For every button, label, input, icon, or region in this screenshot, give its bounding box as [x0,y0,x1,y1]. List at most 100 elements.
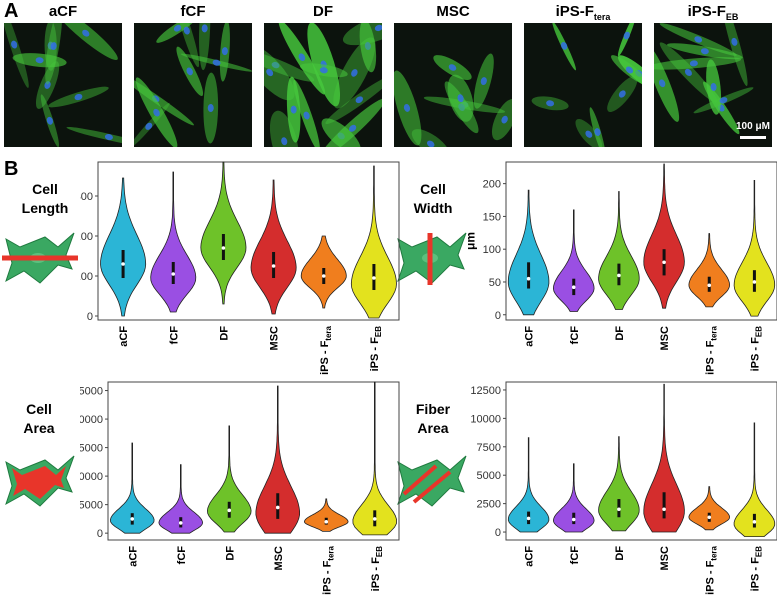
median-point [372,517,377,521]
nucleus [501,115,508,124]
violin-fCF [158,464,204,534]
image-label-df: DF [313,3,333,20]
cell-body [203,72,219,144]
scale-bar-label: 100 μM [736,121,770,132]
violin-aCF [100,177,147,317]
image-label-ips-f-tera: iPS-Ftera [555,3,611,22]
nucleus [44,81,51,89]
x-tick-label: iPS - FEB [749,546,763,592]
plot-frame [505,381,777,541]
y-tick-label: 0 [87,311,93,323]
plot-frame [505,161,777,321]
nucleus [11,40,18,49]
chart-cell-width: 0 50 100 150 200 μm aCF fCF DF MSC iPS - Ftera iPS … [466,161,777,375]
y-tick-label: 5000 [477,470,501,482]
y-tick-label: 100 [80,271,93,283]
nucleus [403,103,411,112]
cell-body [325,75,382,125]
metric-title-cell-area: Cell Area [23,401,55,436]
median-point [617,507,621,512]
x-tick-label: aCF [127,546,139,567]
violin-aCF [507,189,550,316]
nucleus [546,100,555,107]
cell-body [156,23,199,43]
nucleus [207,104,214,113]
nucleus [221,47,228,56]
nucleus [694,36,703,43]
median-point [275,505,280,510]
x-tick-label: iPS - Ftera [704,325,718,374]
y-tick-label: 0 [97,528,103,540]
x-tick-label: iPS - Ftera [321,545,335,594]
scale-bar [740,136,766,139]
y-tick-label: 20000 [80,414,103,426]
median-point [221,246,226,250]
nucleus [457,94,464,103]
nucleus [623,31,630,40]
x-tick-label: MSC [273,546,285,571]
image-label-acf: aCF [48,3,78,20]
nucleus [186,67,193,76]
cell-body [552,23,576,71]
violin-DF [598,191,640,310]
cell-body [721,23,748,87]
nucleus [303,111,310,120]
x-tick-label: DF [614,546,626,561]
nucleus [298,53,306,61]
violin-MSC [250,179,297,315]
y-tick-label: 5000 [80,500,103,512]
median-point [752,520,757,524]
nucleus [351,69,358,77]
median-point [178,521,183,525]
cell-body [473,53,494,109]
cell-body [278,23,326,95]
nucleus [560,42,568,50]
cell-body [611,55,642,85]
nucleus [319,67,328,74]
x-tick-label: aCF [118,326,130,347]
cell-body [35,61,60,109]
median-point [121,262,125,266]
cell-body [264,48,315,82]
violin-aCF [507,437,550,533]
violin-MSC [255,385,300,534]
cell-body [53,23,118,61]
nucleus [46,116,53,125]
violin-iPS-F_EB [733,180,776,317]
y-tick-label: 12500 [470,385,501,397]
panel-letter-a: A [4,0,19,22]
nucleus [594,128,601,136]
x-tick-label: fCF [168,326,180,345]
violin-iPS-F_EB [352,381,398,536]
median-point [130,517,135,521]
x-tick-label: MSC [659,326,671,351]
median-point [571,285,576,290]
micrograph-fcf [134,23,252,147]
cell-body [66,126,122,147]
nucleus [271,61,280,69]
nucleus [689,60,698,67]
nucleus [355,96,364,104]
nucleus [448,64,457,71]
nucleus [281,137,288,146]
micrograph-acf [4,23,122,147]
y-tick-label: 150 [483,211,501,223]
cell-body [199,23,211,71]
violin-iPS-F_EB [733,422,776,537]
nucleus [349,124,357,132]
x-tick-label: iPS - FEB [369,326,383,372]
nucleus [201,24,208,33]
median-point [707,515,712,520]
nucleus [173,24,182,32]
violin-DF [206,425,252,533]
y-tick-label: 50 [489,277,501,289]
violin-DF [200,161,247,305]
y-tick-label: 7500 [477,442,501,454]
metric-title-cell-length: Cell Length [21,181,69,216]
violin-fCF [552,463,595,533]
image-label-ips-f-eb: iPS-FEB [687,3,739,22]
nucleus [104,134,113,141]
violin-iPS-F_tera [303,498,349,532]
nucleus [145,122,153,130]
nucleus [719,97,728,104]
